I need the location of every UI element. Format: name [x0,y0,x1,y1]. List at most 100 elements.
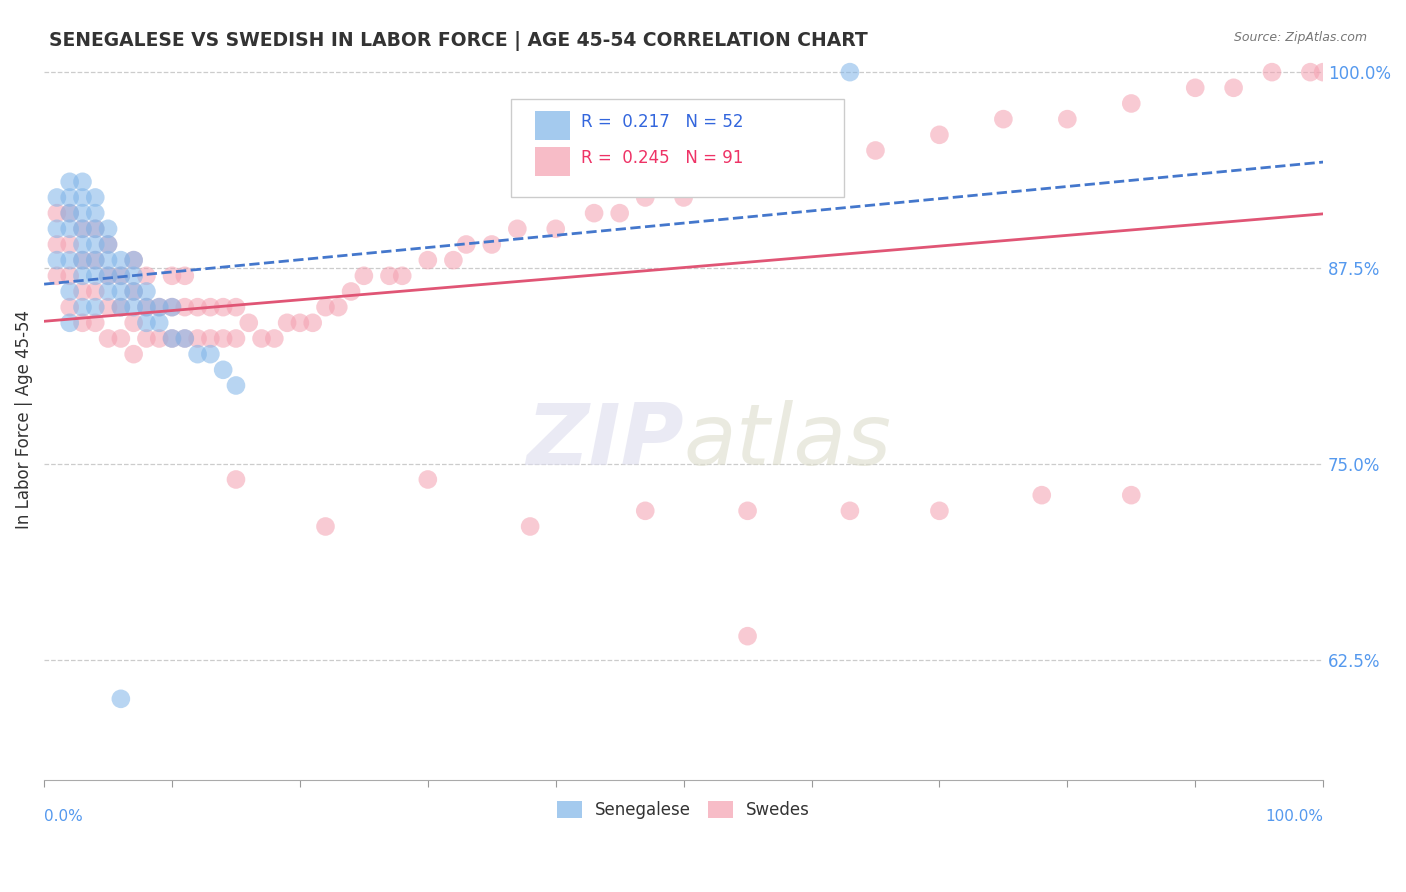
Point [1312,65,1334,79]
Point [97,268,120,283]
Point [97,268,120,283]
Point [315,519,337,533]
Point [544,222,567,236]
Point [200,347,222,361]
Text: SENEGALESE VS SWEDISH IN LABOR FORCE | AGE 45-54 CORRELATION CHART: SENEGALESE VS SWEDISH IN LABOR FORCE | A… [49,31,868,51]
Point [1031,488,1053,502]
Point [160,300,183,314]
Point [1261,65,1284,79]
Point [59,206,82,220]
Point [519,519,541,533]
Point [84,316,107,330]
Point [122,316,145,330]
Point [441,253,464,268]
Point [160,300,183,314]
Point [212,331,235,345]
FancyBboxPatch shape [536,147,569,176]
Point [72,268,94,283]
Point [456,237,478,252]
Point [993,112,1015,127]
Point [225,331,247,345]
Point [263,331,285,345]
Point [72,300,94,314]
Text: atlas: atlas [683,401,891,483]
Point [187,347,209,361]
Point [416,473,439,487]
Point [1056,112,1078,127]
Point [122,253,145,268]
Point [838,65,860,79]
Point [122,285,145,299]
Point [838,504,860,518]
Point [110,268,132,283]
Point [928,504,950,518]
Point [72,190,94,204]
Point [225,378,247,392]
Point [609,206,631,220]
Point [45,206,67,220]
Point [84,285,107,299]
Point [737,504,759,518]
Point [59,268,82,283]
Point [84,253,107,268]
Point [634,504,657,518]
Text: ZIP: ZIP [526,401,683,483]
Point [378,268,401,283]
Point [1121,488,1143,502]
Point [97,237,120,252]
Point [148,300,170,314]
Point [276,316,298,330]
Point [135,331,157,345]
Point [110,268,132,283]
Point [59,237,82,252]
Point [135,300,157,314]
Point [737,629,759,643]
Point [634,190,657,204]
Point [353,268,375,283]
Point [59,206,82,220]
Point [45,190,67,204]
Point [72,222,94,236]
Legend: Senegalese, Swedes: Senegalese, Swedes [550,795,817,826]
FancyBboxPatch shape [536,111,569,139]
Point [800,159,823,173]
Point [122,268,145,283]
Point [72,316,94,330]
Text: R =  0.245   N = 91: R = 0.245 N = 91 [581,149,744,168]
Point [1121,96,1143,111]
Point [72,285,94,299]
Point [160,331,183,345]
Y-axis label: In Labor Force | Age 45-54: In Labor Force | Age 45-54 [15,310,32,530]
Point [110,253,132,268]
Point [212,300,235,314]
Point [84,206,107,220]
Point [122,285,145,299]
Point [122,300,145,314]
Point [1222,80,1244,95]
Point [583,206,606,220]
Point [45,268,67,283]
FancyBboxPatch shape [510,99,844,196]
Point [160,331,183,345]
Point [72,222,94,236]
Point [481,237,503,252]
Point [148,300,170,314]
Point [110,300,132,314]
Point [72,175,94,189]
Point [122,347,145,361]
Point [672,190,695,204]
Point [135,285,157,299]
Point [200,300,222,314]
Point [45,253,67,268]
Point [135,300,157,314]
Point [135,268,157,283]
Point [148,331,170,345]
Point [59,300,82,314]
Point [84,222,107,236]
Point [110,331,132,345]
Point [200,331,222,345]
Point [416,253,439,268]
Point [97,253,120,268]
Point [173,331,195,345]
Point [250,331,273,345]
